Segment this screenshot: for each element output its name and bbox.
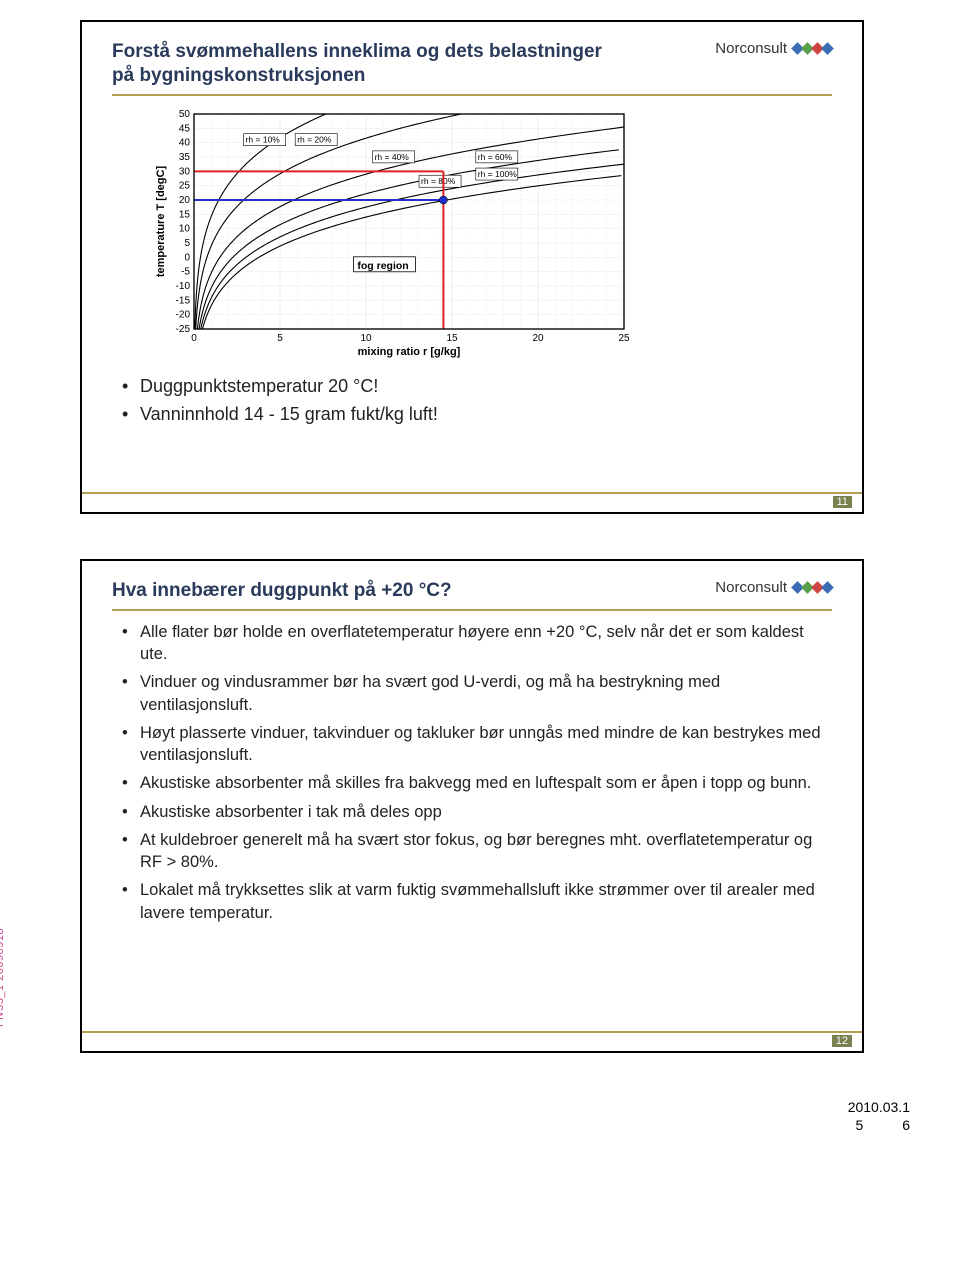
page-footer: 2010.03.1 5 6	[20, 1098, 940, 1134]
brand-logo-icon	[793, 583, 832, 592]
brand-text: Norconsult	[715, 579, 787, 596]
slide2-page-number: 12	[832, 1035, 852, 1047]
list-item: Vanninnhold 14 - 15 gram fukt/kg luft!	[122, 402, 832, 426]
svg-text:0: 0	[191, 333, 197, 344]
svg-text:10: 10	[360, 333, 372, 344]
slide-1: Forstå svømmehallens inneklima og dets b…	[80, 20, 864, 514]
svg-text:45: 45	[179, 123, 191, 134]
svg-text:rh = 80%: rh = 80%	[421, 176, 456, 186]
svg-text:20: 20	[532, 333, 544, 344]
svg-text:0: 0	[184, 252, 190, 263]
svg-text:temperature T [degC]: temperature T [degC]	[155, 165, 167, 277]
footer-right: 6	[902, 1117, 910, 1133]
list-item: Akustiske absorbenter må skilles fra bak…	[122, 772, 832, 794]
svg-text:5: 5	[277, 333, 283, 344]
svg-text:25: 25	[179, 180, 191, 191]
slide-2: Hva innebærer duggpunkt på +20 °C? Norco…	[80, 559, 864, 1053]
slide2-bullets: Alle flater bør holde en overflatetemper…	[112, 621, 832, 924]
slide2-title: Hva innebærer duggpunkt på +20 °C?	[112, 579, 452, 603]
slide1-title: Forstå svømmehallens inneklima og dets b…	[112, 40, 612, 88]
slide1-bullets: Duggpunktstemperatur 20 °C! Vanninnhold 1…	[112, 374, 832, 427]
svg-text:40: 40	[179, 137, 191, 148]
svg-text:20: 20	[179, 195, 191, 206]
svg-text:5: 5	[184, 238, 190, 249]
list-item: Alle flater bør holde en overflatetemper…	[122, 621, 832, 666]
footer-left: 5	[856, 1117, 864, 1133]
svg-text:rh = 100%: rh = 100%	[478, 169, 517, 179]
list-item: Vinduer og vindusrammer bør ha svært god…	[122, 671, 832, 716]
svg-text:fog region: fog region	[357, 259, 408, 271]
svg-text:-10: -10	[176, 281, 191, 292]
slide1-page-number: 11	[833, 496, 852, 508]
svg-text:rh = 60%: rh = 60%	[478, 151, 513, 161]
svg-text:15: 15	[446, 333, 458, 344]
brand-text: Norconsult	[715, 40, 787, 57]
svg-text:-20: -20	[176, 309, 191, 320]
svg-text:-15: -15	[176, 295, 191, 306]
list-item: Lokalet må trykksettes slik at varm fukt…	[122, 879, 832, 924]
svg-text:rh = 20%: rh = 20%	[297, 134, 332, 144]
list-item: Høyt plasserte vinduer, takvinduer og ta…	[122, 722, 832, 767]
brand: Norconsult	[715, 40, 832, 57]
slide1-header: Forstå svømmehallens inneklima og dets b…	[112, 40, 832, 96]
brand: Norconsult	[715, 579, 832, 596]
side-ref-label: Fiv33_1 20090918	[0, 928, 6, 1027]
brand-logo-icon	[793, 44, 832, 53]
svg-text:50: 50	[179, 109, 191, 120]
svg-text:10: 10	[179, 223, 191, 234]
psychrometric-chart: rh = 10% rh = 20% rh = 40% rh = 60% rh = 80%…	[152, 106, 832, 368]
svg-text:35: 35	[179, 152, 191, 163]
svg-text:-5: -5	[181, 266, 190, 277]
svg-text:-25: -25	[176, 324, 191, 335]
list-item: At kuldebroer generelt må ha svært stor …	[122, 829, 832, 874]
footer-date: 2010.03.1	[20, 1098, 910, 1116]
svg-text:15: 15	[179, 209, 191, 220]
svg-text:mixing ratio r [g/kg]: mixing ratio r [g/kg]	[358, 346, 461, 358]
svg-text:rh = 40%: rh = 40%	[375, 151, 410, 161]
svg-text:30: 30	[179, 166, 191, 177]
list-item: Akustiske absorbenter i tak må deles opp	[122, 801, 832, 823]
svg-text:rh = 10%: rh = 10%	[246, 134, 281, 144]
slide2-header: Hva innebærer duggpunkt på +20 °C? Norco…	[112, 579, 832, 611]
list-item: Duggpunktstemperatur 20 °C!	[122, 374, 832, 398]
svg-text:25: 25	[618, 333, 630, 344]
